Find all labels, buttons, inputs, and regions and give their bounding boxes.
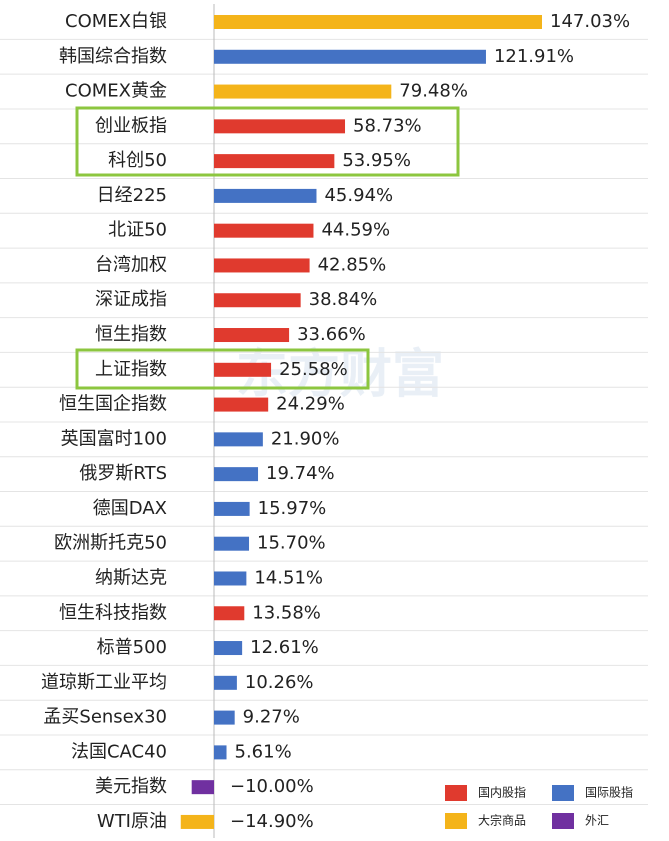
bar: [214, 467, 259, 482]
value-label: 9.27%: [243, 707, 300, 728]
category-label: 纳斯达克: [95, 567, 167, 588]
category-label: 恒生国企指数: [59, 394, 167, 415]
bar: [214, 154, 335, 169]
value-label: 33.66%: [297, 324, 366, 345]
value-label: 45.94%: [324, 185, 393, 206]
category-label: COMEX黄金: [65, 81, 167, 102]
value-label: 10.26%: [245, 672, 314, 693]
bar: [214, 223, 314, 238]
bar: [214, 432, 263, 447]
legend-label: 国际股指: [585, 785, 633, 800]
bar: [191, 780, 214, 795]
bar: [214, 188, 317, 203]
value-label: 121.91%: [494, 46, 574, 67]
bar: [214, 293, 301, 308]
bar: [214, 362, 272, 377]
value-label: 58.73%: [353, 115, 422, 136]
category-label: 德国DAX: [93, 498, 167, 519]
highlight-box: [75, 106, 460, 177]
category-label: 法国CAC40: [71, 741, 167, 762]
value-label: 44.59%: [321, 220, 390, 241]
legend-swatch: [445, 813, 467, 829]
bar: [214, 397, 269, 412]
bar: [214, 571, 247, 586]
value-label: 147.03%: [550, 11, 630, 32]
bar: [214, 258, 310, 273]
legend-swatch: [445, 785, 467, 801]
category-label: COMEX白银: [65, 11, 167, 32]
value-label: 38.84%: [309, 289, 378, 310]
bar: [214, 745, 227, 760]
category-label: 恒生指数: [95, 324, 167, 345]
bar: [214, 710, 235, 725]
category-label: WTI原油: [97, 811, 167, 832]
value-label: 25.58%: [279, 359, 348, 380]
legend-swatch: [552, 785, 574, 801]
category-label: 上证指数: [95, 359, 167, 380]
category-label: 深证成指: [95, 289, 167, 310]
value-label: 24.29%: [276, 394, 345, 415]
category-label: 标普500: [97, 637, 167, 658]
value-label: −10.00%: [230, 776, 314, 797]
value-label: 15.70%: [257, 533, 326, 554]
category-label: 俄罗斯RTS: [79, 463, 167, 484]
bar: [214, 501, 250, 516]
bar: [214, 606, 245, 621]
value-label: 21.90%: [271, 428, 340, 449]
legend-label: 大宗商品: [478, 813, 526, 828]
value-label: 79.48%: [399, 81, 468, 102]
value-label: 12.61%: [250, 637, 319, 658]
category-label: 创业板指: [95, 115, 167, 136]
category-label: 日经225: [97, 185, 167, 206]
bar: [214, 675, 237, 690]
value-label: 13.58%: [252, 602, 321, 623]
category-label: 恒生科技指数: [59, 602, 167, 623]
value-label: 14.51%: [254, 567, 323, 588]
category-label: 道琼斯工业平均: [41, 672, 167, 693]
bar: [214, 119, 346, 134]
value-label: 19.74%: [266, 463, 335, 484]
category-label: 欧洲斯托克50: [54, 533, 167, 554]
legend-label: 国内股指: [478, 785, 526, 800]
highlight-box: [75, 348, 370, 390]
value-label: 42.85%: [318, 254, 387, 275]
value-label: 15.97%: [258, 498, 327, 519]
bar: [214, 49, 486, 64]
category-label: 美元指数: [95, 776, 167, 797]
bar: [180, 814, 214, 829]
category-label: 韩国综合指数: [59, 46, 167, 67]
value-label: −14.90%: [230, 811, 314, 832]
category-label: 英国富时100: [61, 428, 167, 449]
category-label: 科创50: [108, 150, 167, 171]
bar: [214, 536, 250, 551]
bar: [214, 84, 392, 99]
category-label: 台湾加权: [95, 254, 167, 275]
value-label: 53.95%: [342, 150, 411, 171]
category-label: 孟买Sensex30: [43, 707, 167, 728]
value-label: 5.61%: [235, 741, 292, 762]
legend-label: 外汇: [585, 814, 609, 828]
legend-swatch: [552, 813, 574, 829]
bar: [214, 641, 243, 656]
bar: [214, 15, 542, 29]
bar: [214, 328, 290, 343]
category-label: 北证50: [108, 220, 167, 241]
